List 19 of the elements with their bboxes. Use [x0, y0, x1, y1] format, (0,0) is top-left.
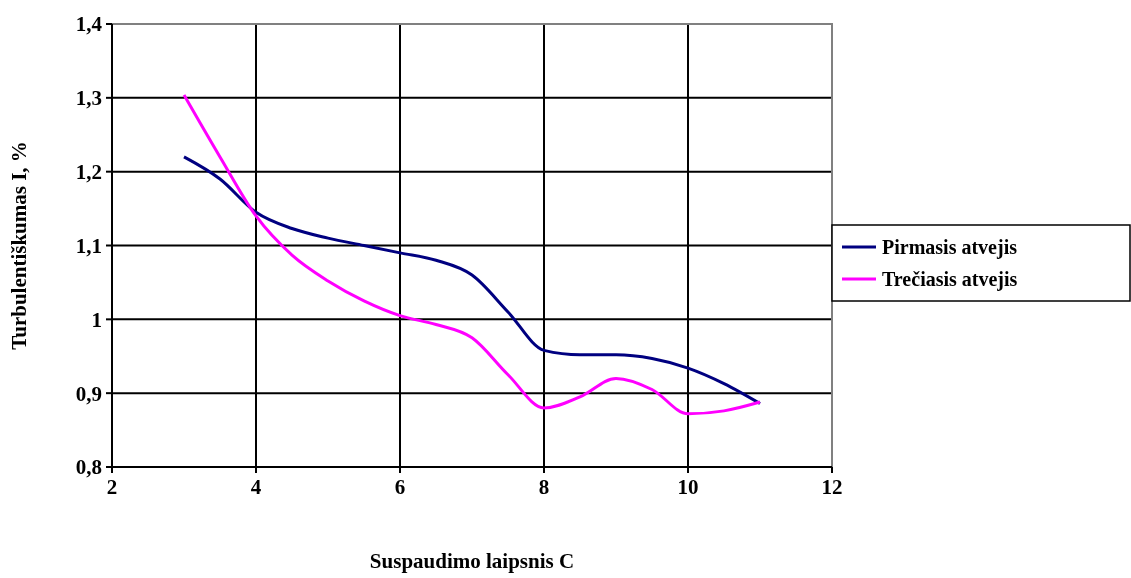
y-axis-title: Turbulentiškumas I, % [7, 141, 31, 350]
x-tick-label: 6 [394, 475, 406, 499]
line-series [182, 93, 762, 416]
x-tick-label: 8 [538, 475, 550, 499]
x-axis-title: Suspaudimo laipsnis C [369, 549, 575, 573]
y-tick-label: 1,4 [75, 12, 103, 37]
x-tick-label: 12 [821, 475, 843, 499]
y-tick-label: 1,1 [75, 233, 102, 258]
y-tick-label: 1,3 [75, 86, 102, 111]
legend-label: Trečiasis atvejis [882, 268, 1018, 291]
y-tick-label: 0,8 [75, 455, 102, 480]
x-tick-label: 4 [250, 475, 262, 499]
y-tick-label: 1 [91, 307, 102, 332]
legend-label: Pirmasis atvejis [882, 236, 1018, 259]
y-tick-label: 0,9 [75, 381, 102, 406]
y-tick-label: 1,2 [75, 160, 102, 185]
x-tick-label: 10 [677, 475, 699, 499]
x-tick-label: 2 [106, 475, 118, 499]
line-series [182, 155, 762, 405]
